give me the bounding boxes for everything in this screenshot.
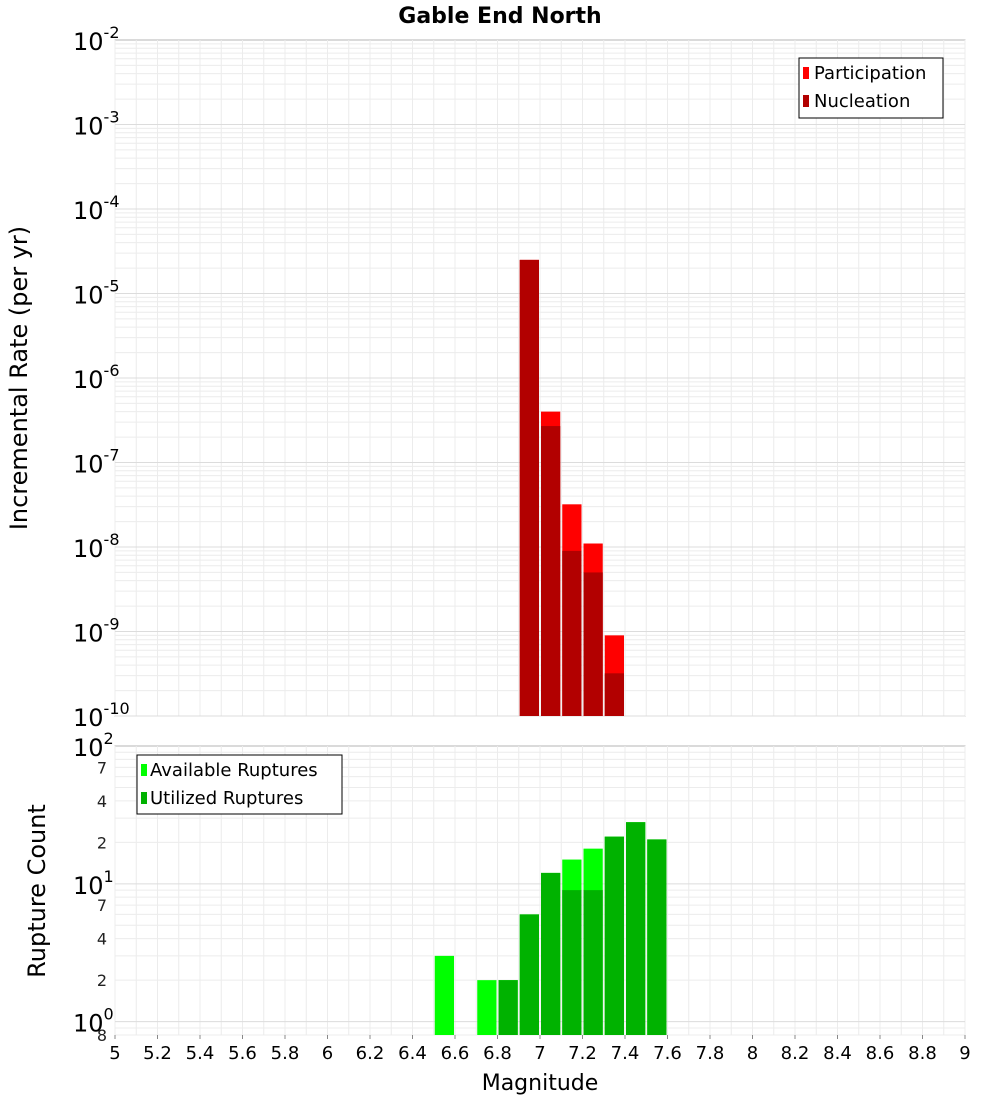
legend-label-participation: Participation xyxy=(814,63,926,84)
top-y-axis-label: Incremental Rate (per yr) xyxy=(5,226,33,530)
bottom-bar-s2-7.05 xyxy=(541,872,561,1035)
bottom-y-ticks: 102 101 100 7 4 2 7 4 2 8 xyxy=(73,729,114,1045)
top-y-tick--7: 10-7 xyxy=(73,446,120,479)
legend-swatch-nucleation xyxy=(803,95,809,107)
bottom-y-tick-0: 100 xyxy=(73,1005,114,1038)
bottom-y-tick-2: 102 xyxy=(73,729,114,762)
x-tick-label: 7 xyxy=(534,1043,545,1064)
top-y-tick--8: 10-8 xyxy=(73,530,120,563)
x-axis-ticks: 5 5.2 5.4 5.6 5.8 6 6.2 6.4 6.6 6.8 7 7.2 7.4 7.6 7.8 8… xyxy=(109,1035,971,1064)
top-y-tick--9: 10-9 xyxy=(73,615,120,648)
top-y-tick--6: 10-6 xyxy=(73,361,120,394)
top-panel: 10-2 10-3 10-4 10-5 10-6 10-7 10-8 10-9 10-10 In… xyxy=(5,23,966,732)
top-y-tick--2: 10-2 xyxy=(73,23,120,56)
x-tick-label: 5.8 xyxy=(271,1043,300,1064)
x-tick-label: 5.4 xyxy=(186,1043,215,1064)
bottom-bars xyxy=(434,822,667,1035)
bottom-y-minor-tick: 2 xyxy=(97,971,107,990)
bottom-y-minor-tick: 7 xyxy=(97,896,107,915)
x-tick-label: 7.4 xyxy=(611,1043,640,1064)
top-bar-s2-6.95 xyxy=(519,259,539,716)
top-bar-s2-7.15 xyxy=(562,550,582,716)
bottom-bar-s2-7.25 xyxy=(583,890,603,1035)
bottom-y-axis-label: Rupture Count xyxy=(23,804,51,978)
bottom-bar-s2-7.55 xyxy=(647,839,667,1035)
x-tick-label: 5 xyxy=(109,1043,120,1064)
bottom-y-minor-tick: 2 xyxy=(97,833,107,852)
x-tick-label: 8.4 xyxy=(823,1043,852,1064)
bottom-bar-s2-7.15 xyxy=(562,890,582,1035)
x-tick-label: 6.2 xyxy=(356,1043,385,1064)
top-bar-s2-7.25 xyxy=(583,572,603,716)
top-y-tick--4: 10-4 xyxy=(73,192,120,225)
top-bars xyxy=(519,259,624,716)
bottom-y-minor-tick: 4 xyxy=(97,792,107,811)
x-tick-label: 6.4 xyxy=(398,1043,427,1064)
x-tick-label: 6 xyxy=(322,1043,333,1064)
bottom-y-minor-tick: 4 xyxy=(97,930,107,949)
x-tick-label: 8.6 xyxy=(866,1043,895,1064)
bottom-bar-s2-7.35 xyxy=(604,836,624,1035)
legend-swatch-available xyxy=(141,764,147,776)
bottom-bar-s1-6.55 xyxy=(434,955,454,1035)
bottom-bar-s2-6.95 xyxy=(519,914,539,1035)
bottom-bar-s2-6.85 xyxy=(498,980,518,1035)
top-grid xyxy=(114,40,966,717)
top-legend: Participation Nucleation xyxy=(798,57,944,119)
legend-swatch-participation xyxy=(803,67,809,79)
legend-label-available: Available Ruptures xyxy=(150,760,318,781)
bottom-y-minor-tick: 8 xyxy=(97,1026,107,1045)
bottom-legend: Available Ruptures Utilized Ruptures xyxy=(136,754,343,815)
x-tick-label: 7.8 xyxy=(696,1043,725,1064)
x-tick-label: 8 xyxy=(747,1043,758,1064)
bottom-y-minor-tick: 7 xyxy=(97,758,107,777)
legend-label-utilized: Utilized Ruptures xyxy=(150,788,303,809)
top-y-tick--5: 10-5 xyxy=(73,277,120,310)
legend-label-nucleation: Nucleation xyxy=(814,91,910,112)
x-tick-label: 5.6 xyxy=(228,1043,257,1064)
x-tick-label: 9 xyxy=(959,1043,970,1064)
x-tick-label: 7.2 xyxy=(568,1043,597,1064)
x-tick-label: 7.6 xyxy=(653,1043,682,1064)
chart-title: Gable End North xyxy=(398,4,601,29)
top-y-tick--10: 10-10 xyxy=(73,699,130,732)
top-bar-s2-7.35 xyxy=(604,673,624,716)
x-tick-label: 5.2 xyxy=(143,1043,172,1064)
top-y-ticks: 10-2 10-3 10-4 10-5 10-6 10-7 10-8 10-9 10-10 xyxy=(73,23,130,732)
bottom-bar-s1-6.75 xyxy=(477,980,497,1035)
bottom-bar-s2-7.45 xyxy=(626,822,646,1035)
legend-swatch-utilized xyxy=(141,792,147,804)
x-tick-label: 8.2 xyxy=(781,1043,810,1064)
x-axis-label: Magnitude xyxy=(482,1071,599,1096)
top-bar-s2-7.05 xyxy=(541,426,561,716)
x-tick-label: 8.8 xyxy=(908,1043,937,1064)
top-y-tick--3: 10-3 xyxy=(73,108,120,141)
x-tick-label: 6.6 xyxy=(441,1043,470,1064)
bottom-y-tick-1: 101 xyxy=(73,867,114,900)
x-tick-label: 6.8 xyxy=(483,1043,512,1064)
bottom-panel: 102 101 100 7 4 2 7 4 2 8 Rupture Count Available… xyxy=(23,729,966,1045)
